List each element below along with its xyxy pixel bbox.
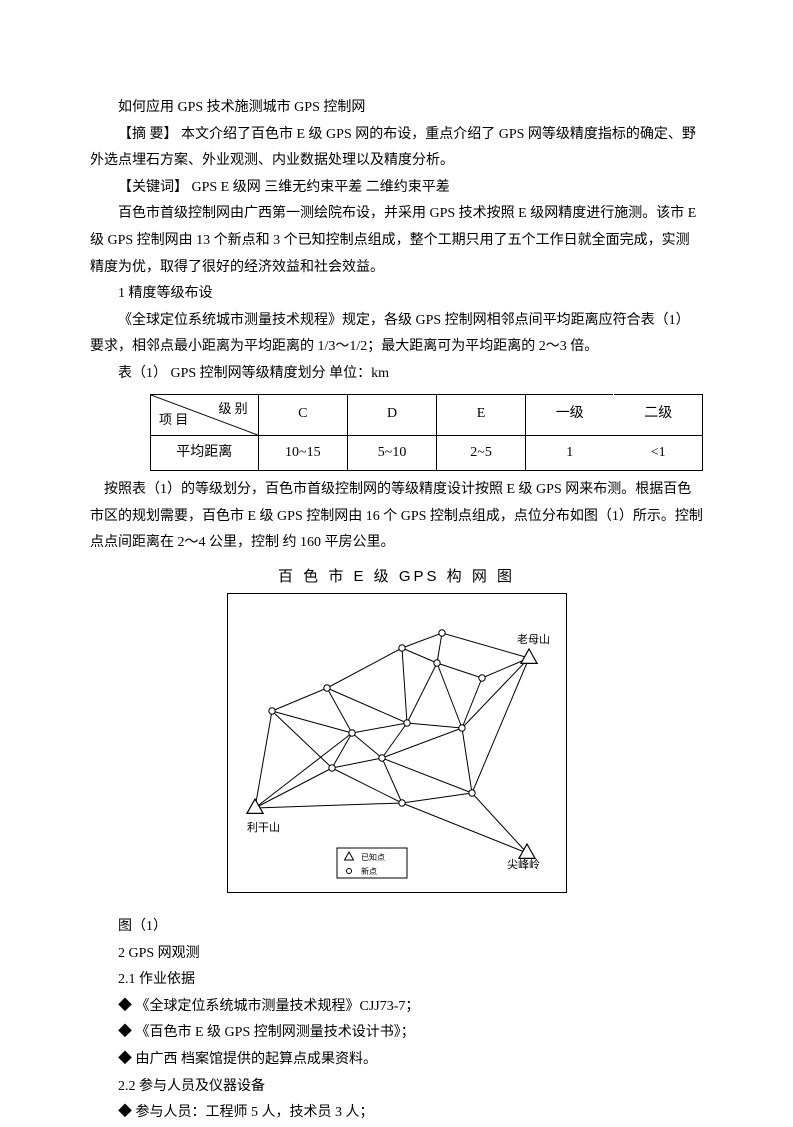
keywords-label: 【关键词】 <box>118 180 188 195</box>
bullet-1: ◆ 《全球定位系统城市测量技术规程》CJJ73-7； <box>90 994 703 1021</box>
figure-label: 图（1） <box>90 914 703 941</box>
heading-1: 1 精度等级布设 <box>90 281 703 308</box>
table-diag-header: 级 别 项 目 <box>151 394 259 435</box>
table-col-c: C <box>258 394 347 435</box>
table-col-2: 二级 <box>614 394 703 435</box>
chart-title: 百 色 市 E 级 GPS 构 网 图 <box>227 563 567 592</box>
table-cell-d: 5~10 <box>348 435 437 471</box>
para-after-table: 按照表（1）的等级划分，百色市首级控制网的等级精度设计按照 E 级 GPS 网来… <box>90 477 703 557</box>
table-row-label: 平均距离 <box>151 435 259 471</box>
abstract: 【摘 要】 本文介绍了百色市 E 级 GPS 网的布设，重点介绍了 GPS 网等… <box>90 122 703 175</box>
svg-text:老母山: 老母山 <box>517 633 550 646</box>
keywords: 【关键词】 GPS E 级网 三维无约束平差 二维约束平差 <box>90 175 703 202</box>
table-col-e: E <box>437 394 526 435</box>
doc-title: 如何应用 GPS 技术施测城市 GPS 控制网 <box>90 95 703 122</box>
abstract-label: 【摘 要】 <box>118 127 178 142</box>
table-col-1: 一级 <box>525 394 613 435</box>
bullet-4: ◆ 参与人员：工程师 5 人，技术员 3 人； <box>90 1100 703 1127</box>
table-cell-2: <1 <box>614 435 703 471</box>
heading-2-2: 2.2 参与人员及仪器设备 <box>90 1074 703 1101</box>
para-intro: 百色市首级控制网由广西第一测绘院布设，并采用 GPS 技术按照 E 级网精度进行… <box>90 201 703 281</box>
gps-network-diagram: 利干山尖峰岭 老母山已知点新点 <box>227 593 567 893</box>
grade-table: 级 别 项 目 C D E 一级 二级 平均距离 10~15 5~10 2~5 … <box>150 394 703 472</box>
table-col-d: D <box>348 394 437 435</box>
svg-text:已知点: 已知点 <box>361 852 385 862</box>
svg-text:新点: 新点 <box>361 866 377 876</box>
diag-top-label: 级 别 <box>218 397 247 422</box>
bullet-3: ◆ 由广西 档案馆提供的起算点成果资料。 <box>90 1047 703 1074</box>
table-cell-e: 2~5 <box>437 435 526 471</box>
svg-text:利干山: 利干山 <box>247 821 280 834</box>
diag-bottom-label: 项 目 <box>159 408 188 433</box>
heading-2-1: 2.1 作业依据 <box>90 967 703 994</box>
table-cell-1: 1 <box>525 435 613 471</box>
keywords-text: GPS E 级网 三维无约束平差 二维约束平差 <box>188 180 450 195</box>
table-caption: 表（1） GPS 控制网等级精度划分 单位：km <box>90 361 703 388</box>
bullet-2: ◆ 《百色市 E 级 GPS 控制网测量技术设计书》； <box>90 1020 703 1047</box>
table-cell-c: 10~15 <box>258 435 347 471</box>
abstract-text: 本文介绍了百色市 E 级 GPS 网的布设，重点介绍了 GPS 网等级精度指标的… <box>90 127 696 169</box>
svg-text:尖峰岭: 尖峰岭 <box>507 857 540 871</box>
para-spec: 《全球定位系统城市测量技术规程》规定，各级 GPS 控制网相邻点间平均距离应符合… <box>90 308 703 361</box>
heading-2: 2 GPS 网观测 <box>90 941 703 968</box>
